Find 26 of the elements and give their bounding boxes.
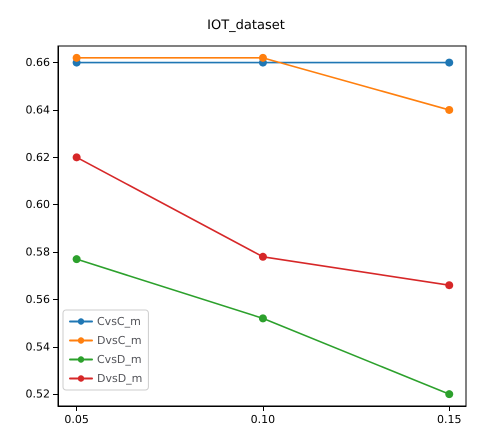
y-tick-label: 0.54 xyxy=(26,340,50,354)
point xyxy=(445,106,454,114)
legend-label: CvsD_m xyxy=(97,353,142,366)
point xyxy=(72,255,81,264)
point xyxy=(258,54,267,62)
point xyxy=(445,390,454,398)
legend-label: DvsD_m xyxy=(97,372,142,385)
point xyxy=(72,153,81,162)
y-tick-label: 0.62 xyxy=(26,150,50,164)
y-tick-label: 0.66 xyxy=(26,56,50,70)
x-tick-label: 0.15 xyxy=(436,413,462,426)
x-tick-label: 0.05 xyxy=(64,413,89,426)
point xyxy=(445,281,454,290)
point xyxy=(258,314,267,322)
y-tick-label: 0.60 xyxy=(26,198,50,212)
y-tick-label: 0.52 xyxy=(26,388,50,401)
y-tick-label: 0.58 xyxy=(26,246,50,259)
x-tick-label: 0.10 xyxy=(250,413,276,426)
point xyxy=(445,58,454,67)
y-tick-label: 0.56 xyxy=(26,292,50,306)
legend-label: DvsC_m xyxy=(97,334,142,347)
chart-title: IOT_dataset xyxy=(207,18,285,33)
y-tick-label: 0.64 xyxy=(26,103,50,116)
legend-label: CvsC_m xyxy=(97,315,141,328)
point xyxy=(258,252,267,261)
point xyxy=(72,54,81,62)
